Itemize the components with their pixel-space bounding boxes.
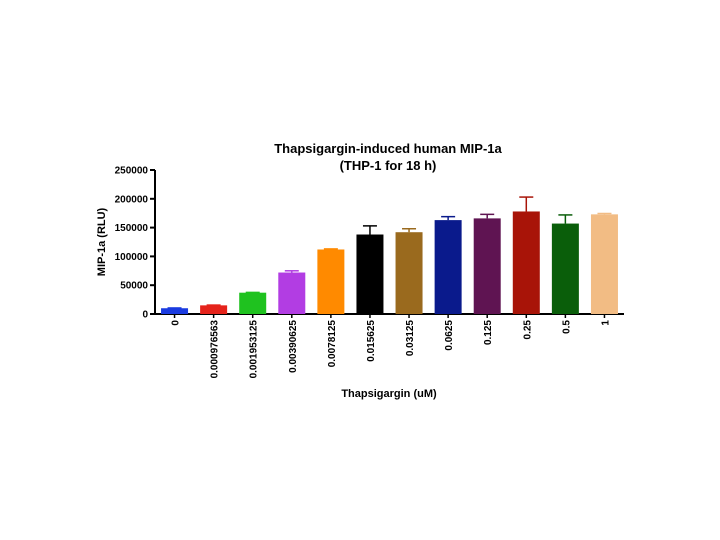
bar: [434, 220, 462, 314]
x-tick-label: 0.0078125: [327, 320, 338, 368]
x-tick-label: 0.25: [522, 320, 533, 340]
x-axis-label: Thapsigargin (uM): [341, 388, 437, 400]
y-tick-label: 50000: [120, 281, 148, 292]
bar: [395, 232, 423, 314]
bar: [551, 223, 579, 314]
x-tick-label: 0.03125: [405, 320, 416, 357]
chart-title: Thapsigargin-induced human MIP-1a: [274, 141, 502, 156]
bar: [278, 272, 306, 314]
x-tick-label: 0.000976563: [210, 320, 221, 379]
x-tick-label: 0.5: [561, 320, 572, 334]
y-axis-label: MIP-1a (RLU): [96, 207, 108, 276]
bar: [473, 218, 501, 314]
chart-subtitle: (THP-1 for 18 h): [340, 158, 437, 173]
bar: [317, 249, 345, 314]
bar: [161, 308, 189, 314]
bar: [239, 292, 267, 314]
y-tick-label: 100000: [115, 252, 149, 263]
x-tick-label: 0.015625: [366, 320, 377, 362]
bar: [512, 211, 540, 314]
y-tick-label: 150000: [115, 223, 149, 234]
x-tick-label: 0.00390625: [288, 320, 299, 373]
y-tick-label: 250000: [115, 166, 149, 177]
bar: [200, 305, 228, 314]
x-tick-label: 0.0625: [444, 320, 455, 351]
bar: [356, 234, 384, 314]
y-tick-label: 200000: [115, 194, 149, 205]
bars: [161, 196, 618, 314]
bar: [590, 214, 618, 314]
x-tick-label: 0.001953125: [249, 320, 260, 379]
x-tick-label: 0: [171, 320, 182, 326]
y-tick-label: 0: [142, 310, 148, 321]
x-axis: 0 0.000976563 0.001953125 0.00390625 0.00781…: [154, 313, 624, 379]
x-tick-label: 1: [600, 320, 611, 326]
x-tick-label: 0.125: [483, 320, 494, 345]
y-axis: 0 50000 100000 150000 200000 250000: [115, 166, 156, 321]
